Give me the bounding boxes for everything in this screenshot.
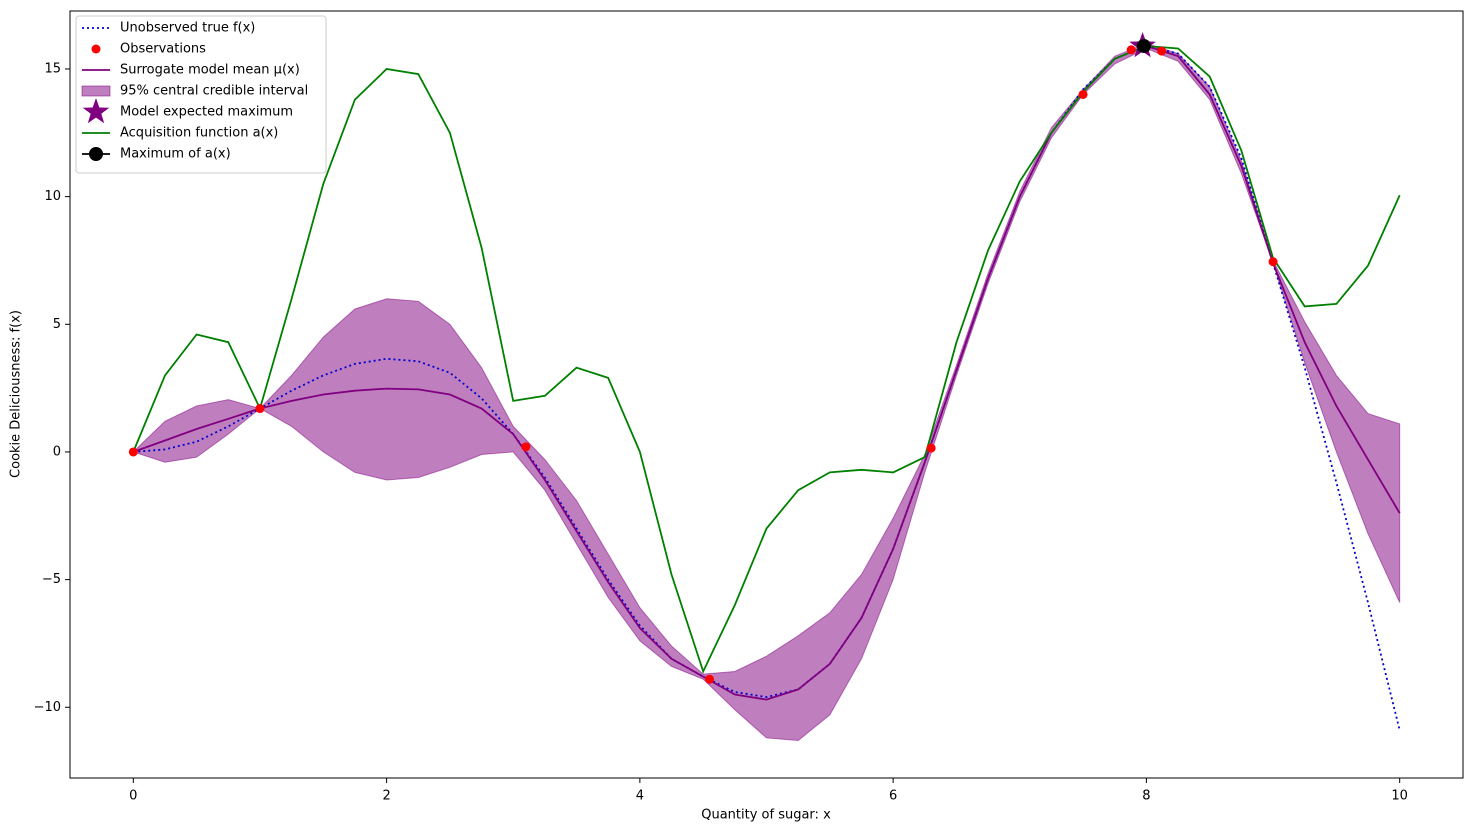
x-tick-label: 0 bbox=[129, 789, 137, 804]
legend-label: Maximum of a(x) bbox=[120, 147, 231, 162]
y-axis-label: Cookie Deliciousness: f(x) bbox=[9, 310, 24, 478]
axes-frame bbox=[69, 10, 1464, 779]
x-tick-label: 10 bbox=[1391, 789, 1408, 804]
y-tick-label: 10 bbox=[44, 189, 61, 204]
y-tick-label: 15 bbox=[44, 61, 61, 76]
y-tick-label: −10 bbox=[34, 700, 61, 715]
legend-label: Unobserved true f(x) bbox=[120, 21, 255, 36]
observation-point bbox=[1157, 46, 1167, 56]
legend-swatch bbox=[81, 85, 111, 97]
acq-max-marker bbox=[1136, 38, 1151, 53]
x-tick-label: 4 bbox=[636, 789, 644, 804]
legend-box bbox=[75, 15, 327, 174]
x-axis-label: Quantity of sugar: x bbox=[701, 808, 831, 823]
observation-point bbox=[926, 443, 936, 453]
legend-label: Surrogate model mean μ(x) bbox=[120, 63, 300, 78]
y-tick-label: 0 bbox=[53, 444, 61, 459]
legend-label: 95% central credible interval bbox=[120, 84, 308, 99]
series-line bbox=[132, 45, 1401, 701]
observation-point bbox=[1126, 45, 1136, 55]
series-line bbox=[132, 45, 1401, 674]
plot-area bbox=[128, 32, 1401, 742]
observation-point bbox=[1268, 257, 1278, 267]
observation-point bbox=[705, 674, 715, 684]
x-tick-label: 2 bbox=[382, 789, 390, 804]
x-tick-label: 8 bbox=[1142, 789, 1150, 804]
legend-swatch bbox=[89, 147, 103, 161]
observation-point bbox=[521, 442, 531, 452]
y-tick-label: −5 bbox=[42, 572, 61, 587]
observation-point bbox=[1078, 89, 1088, 99]
observation-point bbox=[128, 447, 138, 457]
legend-label: Acquisition function a(x) bbox=[120, 126, 278, 141]
x-tick-label: 6 bbox=[889, 789, 897, 804]
legend-label: Model expected maximum bbox=[120, 105, 293, 120]
credible-band bbox=[132, 42, 1401, 742]
legend-label: Observations bbox=[120, 42, 206, 57]
observation-point bbox=[255, 404, 265, 414]
legend-swatch bbox=[82, 98, 110, 124]
true-function-line bbox=[133, 45, 1401, 731]
y-tick-label: 5 bbox=[53, 317, 61, 332]
legend-swatch bbox=[91, 44, 101, 54]
